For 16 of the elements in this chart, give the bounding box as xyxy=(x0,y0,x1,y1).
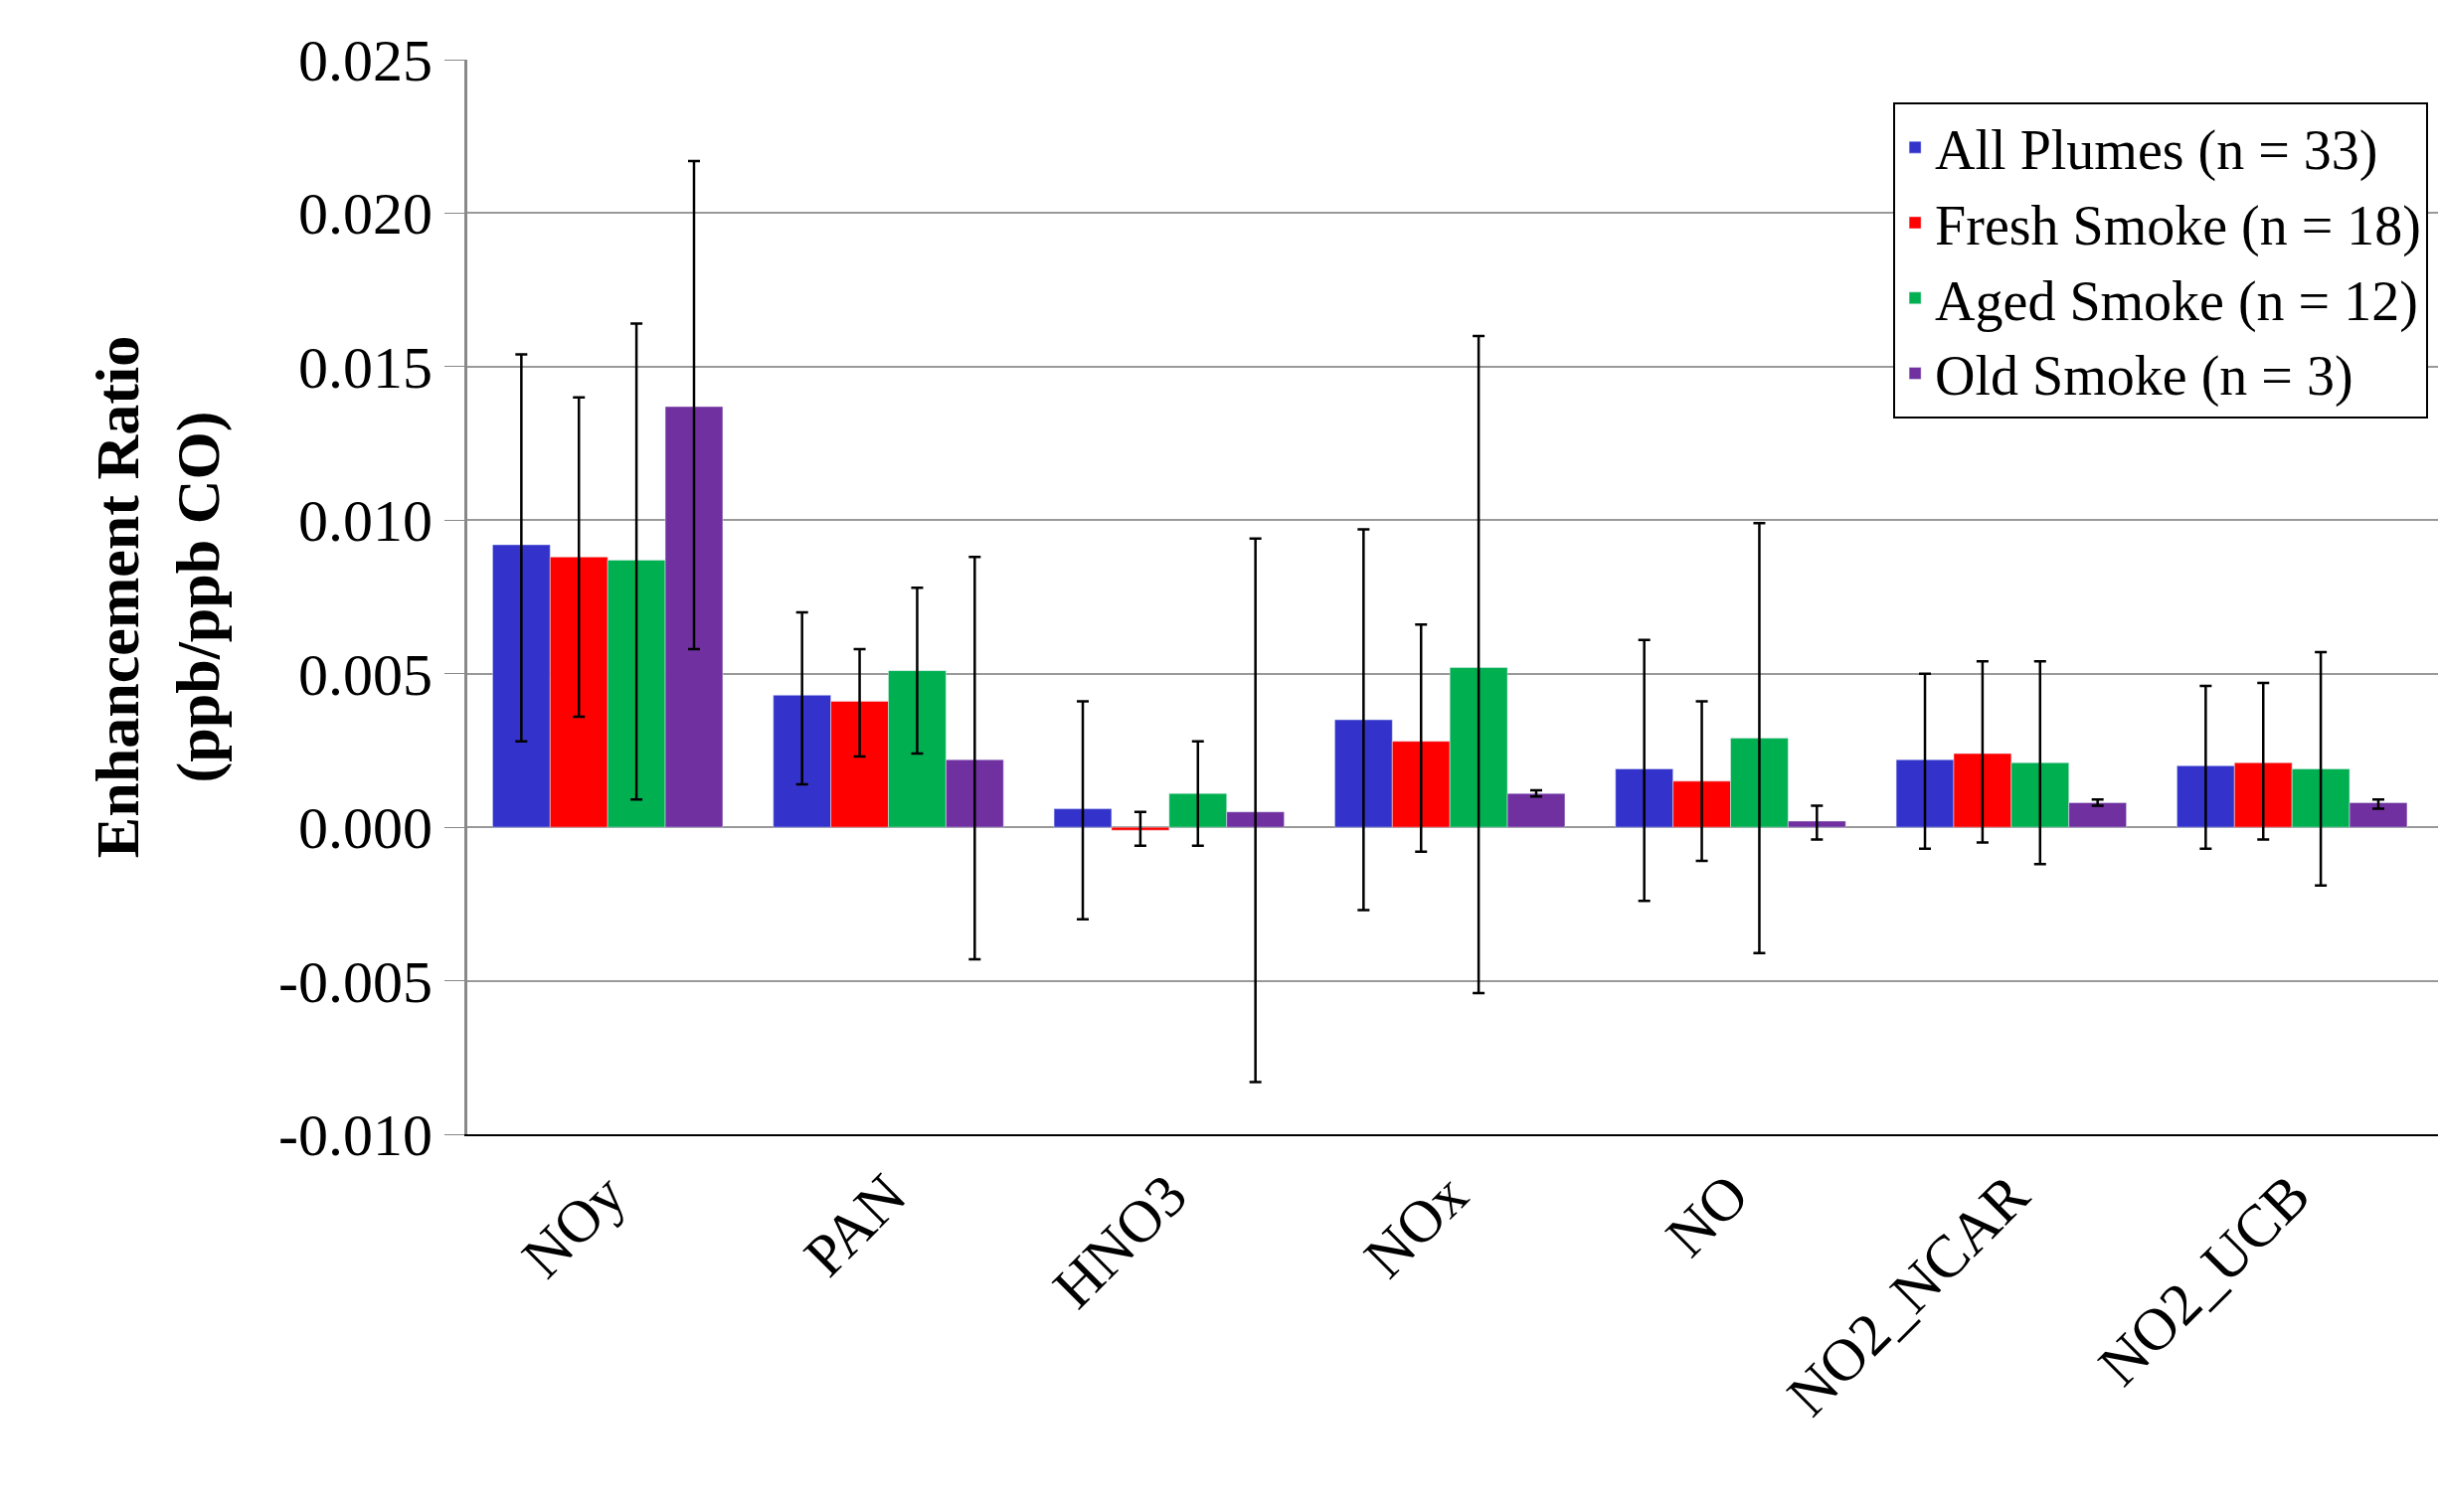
legend-label: All Plumes (n = 33) xyxy=(1935,118,2378,182)
y-tick-label: 0.020 xyxy=(298,181,433,248)
y-tick-label: -0.005 xyxy=(278,948,433,1015)
legend-label: Old Smoke (n = 3) xyxy=(1935,345,2353,409)
y-tick-label: 0.010 xyxy=(298,488,433,555)
y-axis-title: Enhancement Ratio (ppb/ppb CO) xyxy=(84,335,233,859)
y-tick-label: -0.010 xyxy=(278,1102,433,1168)
y-tick-label: 0.015 xyxy=(298,334,433,401)
y-tick-label: 0.005 xyxy=(298,641,433,708)
legend-label: Aged Smoke (n = 12) xyxy=(1935,269,2418,333)
legend-label: Fresh Smoke (n = 18) xyxy=(1935,194,2421,257)
x-tick-label: NOx xyxy=(1351,1161,1480,1290)
y-tick-label: 0.025 xyxy=(298,28,433,93)
x-tick-label: NOy xyxy=(509,1161,638,1290)
y-tick-label: 0.000 xyxy=(298,795,433,862)
x-tick-label: NO xyxy=(1653,1161,1761,1269)
